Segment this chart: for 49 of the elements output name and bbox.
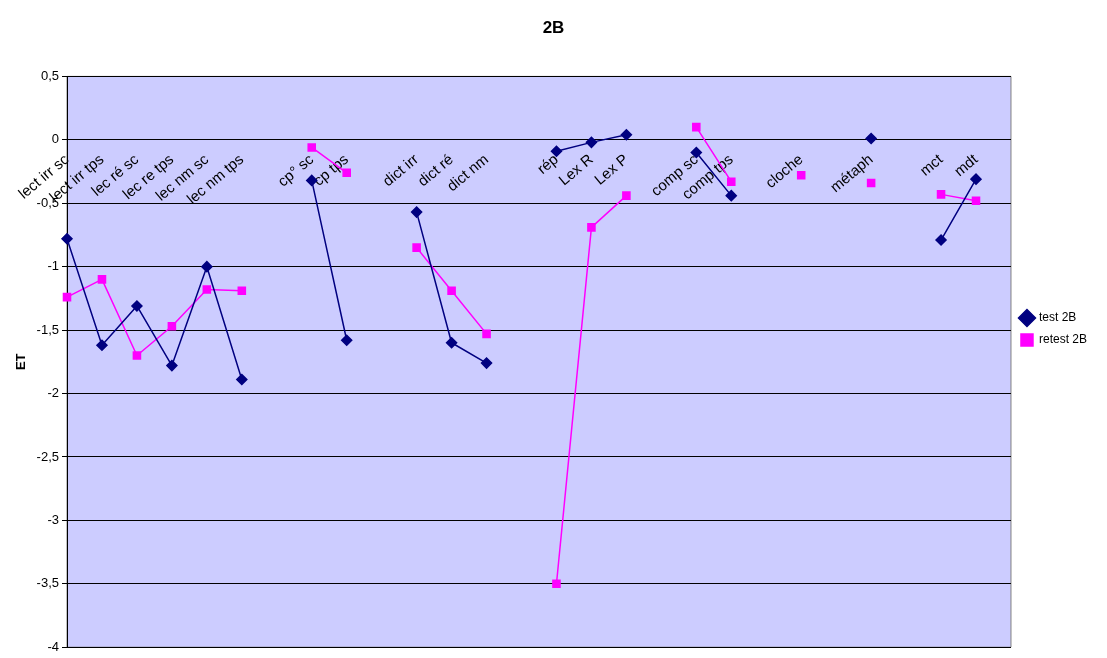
point [62,292,72,302]
point [97,275,107,284]
y-tick-label: -1,5 [36,321,59,337]
point [585,136,598,149]
point [132,351,142,360]
legend-label: test 2B [1038,310,1077,325]
legend-label: retest 2B [1038,332,1088,347]
y-axis-title: ET [13,353,29,371]
y-tick-label: 0,5 [40,67,59,83]
point [236,373,248,386]
point [340,334,353,346]
y-tick-label: -4 [47,638,59,654]
point [727,177,736,186]
point [447,286,456,296]
point [167,322,177,331]
point [725,189,738,202]
point [865,132,877,145]
y-tick-label: -3,5 [36,575,59,591]
y-tick-label: 0 [51,131,59,147]
point [622,191,631,200]
point [971,196,981,205]
point [552,579,561,589]
point [412,243,421,252]
point [587,223,596,232]
point [692,122,701,132]
y-tick-label: -1 [47,258,59,274]
point [202,285,212,294]
point [307,143,317,152]
point [482,329,491,339]
y-tick-label: -2 [47,385,59,401]
point [550,145,563,157]
point [61,233,73,245]
point [936,190,946,199]
point [935,234,947,246]
point [480,357,493,369]
point [96,339,108,352]
point [131,300,143,312]
x-tick-label: cp° sc [274,149,317,190]
point [445,337,458,349]
point [166,359,178,372]
y-tick-label: -3 [47,511,59,527]
chart-title: 2B [542,17,565,37]
x-tick-label: mct [916,149,947,179]
point [410,206,423,218]
point [620,129,633,141]
y-tick-label: -2,5 [36,448,59,464]
point [201,260,213,273]
x-tick-label: mdt [950,149,982,180]
point [237,286,247,296]
